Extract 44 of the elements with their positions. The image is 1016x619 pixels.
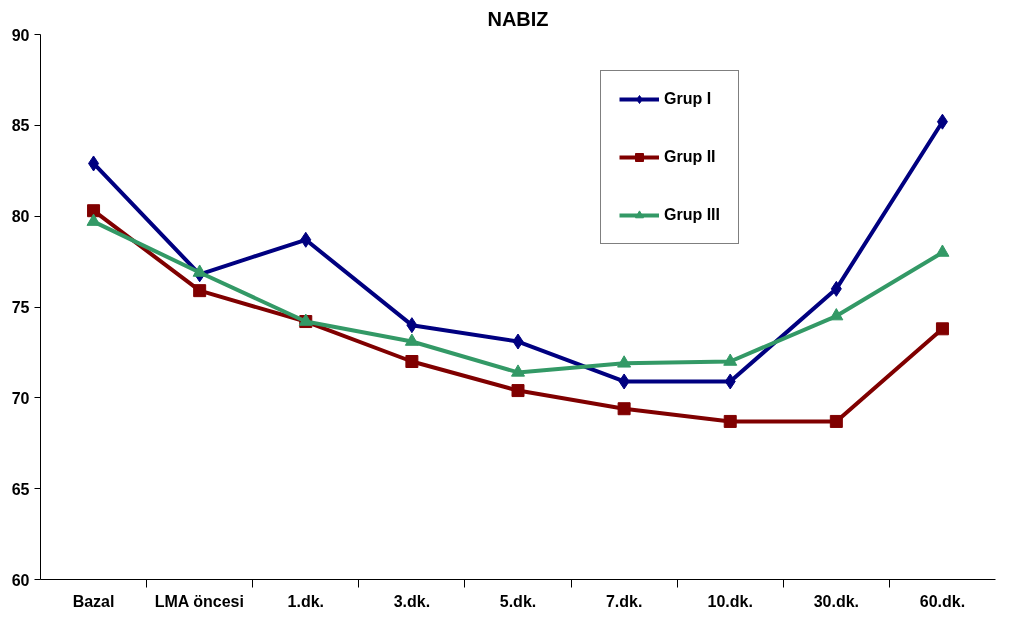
y-tick-label: 80 bbox=[11, 208, 30, 226]
x-tick-label: 3.dk. bbox=[393, 592, 431, 610]
x-tick-label: 60.dk. bbox=[919, 592, 966, 610]
point bbox=[300, 231, 312, 248]
point bbox=[511, 364, 525, 377]
point bbox=[935, 322, 949, 336]
x-tick-label: Bazal bbox=[72, 592, 115, 610]
point bbox=[406, 317, 418, 334]
point bbox=[87, 204, 101, 218]
legend-label: Grup III bbox=[664, 206, 720, 224]
point bbox=[723, 353, 738, 366]
point bbox=[935, 244, 950, 257]
x-tick-label: 10.dk. bbox=[707, 592, 753, 610]
point bbox=[617, 355, 632, 368]
point bbox=[829, 308, 844, 321]
y-tick-label: 75 bbox=[11, 299, 30, 316]
x-tick-label: 7.dk. bbox=[605, 592, 643, 610]
x-tick-label: 1.dk. bbox=[287, 592, 325, 610]
y-tick-label: 90 bbox=[11, 26, 30, 44]
point bbox=[404, 333, 419, 346]
point bbox=[724, 373, 736, 390]
legend-label: Grup I bbox=[664, 90, 712, 108]
point bbox=[193, 284, 207, 298]
point bbox=[511, 384, 525, 398]
y-tick-label: 60 bbox=[11, 571, 30, 589]
point bbox=[86, 213, 101, 226]
chart-title: NABIZ bbox=[487, 7, 549, 30]
x-tick-label: 30.dk. bbox=[813, 592, 860, 610]
y-tick-label: 65 bbox=[11, 480, 30, 498]
y-tick-label: 85 bbox=[11, 117, 30, 135]
point bbox=[830, 280, 842, 297]
y-tick-label: 70 bbox=[11, 389, 30, 407]
point bbox=[405, 355, 419, 368]
point bbox=[829, 414, 843, 428]
point bbox=[88, 155, 100, 172]
x-tick-label: 5.dk. bbox=[499, 592, 537, 610]
point bbox=[618, 373, 630, 390]
legend-label: Grup II bbox=[664, 148, 716, 166]
point bbox=[617, 402, 631, 416]
point bbox=[723, 414, 737, 428]
point bbox=[512, 333, 524, 350]
x-tick-label: LMA öncesi bbox=[154, 592, 244, 610]
point bbox=[936, 113, 948, 130]
point bbox=[192, 264, 207, 277]
